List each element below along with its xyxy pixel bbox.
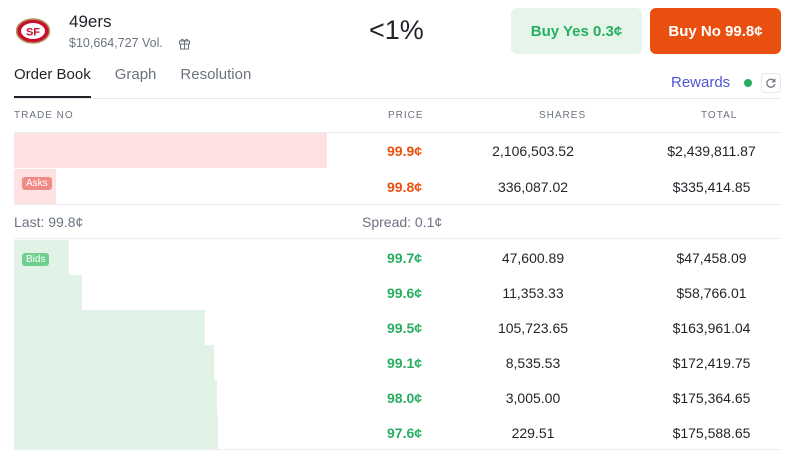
depth-bar [14, 310, 205, 345]
bid-shares: 3,005.00 [505, 390, 561, 406]
refresh-button[interactable] [761, 73, 781, 93]
spread-value: Spread: 0.1¢ [362, 214, 443, 230]
bid-shares: 105,723.65 [497, 320, 569, 336]
bid-total: $175,588.65 [672, 425, 751, 441]
bid-shares: 8,535.53 [505, 355, 561, 371]
bid-row[interactable]: 99.6¢ 11,353.33 $58,766.01 [14, 275, 781, 310]
bid-price: 97.6¢ [387, 425, 423, 441]
column-header-total: TOTAL [701, 110, 738, 121]
column-header-shares: SHARES [539, 110, 587, 121]
tab-graph[interactable]: Graph [114, 66, 157, 83]
bid-total: $175,364.65 [672, 390, 751, 406]
last-price: Last: 99.8¢ [14, 214, 84, 230]
bid-shares: 11,353.33 [502, 285, 564, 301]
depth-bar [14, 275, 82, 310]
buy-no-button[interactable]: Buy No 99.8¢ [650, 8, 781, 54]
bid-price: 99.6¢ [387, 285, 423, 301]
gift-icon[interactable] [178, 37, 191, 50]
depth-bar [14, 380, 217, 415]
bid-shares: 229.51 [511, 425, 555, 441]
bid-price: 99.5¢ [387, 320, 423, 336]
ask-price: 99.8¢ [387, 179, 423, 195]
ask-total: $335,414.85 [672, 179, 751, 195]
bid-total: $172,419.75 [672, 355, 751, 371]
ask-price: 99.9¢ [387, 143, 423, 159]
bid-shares: 47,600.89 [501, 250, 565, 266]
team-logo-icon: SF [16, 18, 50, 44]
refresh-icon [766, 78, 776, 88]
bid-total: $47,458.09 [676, 250, 747, 266]
bid-price: 98.0¢ [387, 390, 423, 406]
column-header-trade: TRADE NO [14, 110, 74, 121]
bid-row[interactable]: 99.5¢ 105,723.65 $163,961.04 [14, 310, 781, 345]
depth-bar [14, 345, 214, 380]
asks-badge: Asks [22, 177, 52, 190]
bid-row[interactable]: 99.7¢ 47,600.89 $47,458.09 [14, 240, 781, 275]
rewards-status-dot [744, 79, 752, 87]
bid-row[interactable]: 97.6¢ 229.51 $175,588.65 [14, 415, 781, 450]
bid-row[interactable]: 98.0¢ 3,005.00 $175,364.65 [14, 380, 781, 415]
bid-price: 99.1¢ [387, 355, 423, 371]
tab-bar: Order Book Graph Resolution [14, 66, 275, 98]
bids-badge: Bids [22, 253, 50, 266]
logo-text: SF [26, 27, 40, 39]
buy-yes-button[interactable]: Buy Yes 0.3¢ [511, 8, 642, 54]
bid-total: $58,766.01 [676, 285, 747, 301]
row-divider [14, 449, 781, 450]
tabs-divider [14, 98, 781, 99]
ask-shares: 2,106,503.52 [492, 143, 574, 159]
bid-price: 99.7¢ [387, 250, 423, 266]
market-volume: $10,664,727 Vol. [69, 36, 163, 50]
chance-percentage: <1% [369, 15, 424, 45]
market-title: 49ers [69, 12, 112, 31]
market-header: SF 49ers $10,664,727 Vol. <1% Buy Yes 0.… [0, 0, 800, 62]
column-header-price: PRICE [388, 110, 424, 121]
tab-resolution[interactable]: Resolution [180, 66, 252, 83]
ask-row[interactable]: 99.8¢ 336,087.02 $335,414.85 [14, 169, 781, 204]
bid-row[interactable]: 99.1¢ 8,535.53 $172,419.75 [14, 345, 781, 380]
bid-total: $163,961.04 [672, 320, 751, 336]
tab-order-book[interactable]: Order Book [14, 66, 91, 98]
ask-shares: 336,087.02 [497, 179, 569, 195]
ask-row[interactable]: 99.9¢ 2,106,503.52 $2,439,811.87 [14, 133, 781, 168]
header-divider [14, 132, 781, 133]
depth-bar [14, 415, 218, 450]
ask-total: $2,439,811.87 [667, 143, 756, 159]
depth-bar [14, 133, 327, 168]
rewards-link[interactable]: Rewards [671, 74, 731, 91]
spread-row: Last: 99.8¢ Spread: 0.1¢ [14, 204, 781, 239]
